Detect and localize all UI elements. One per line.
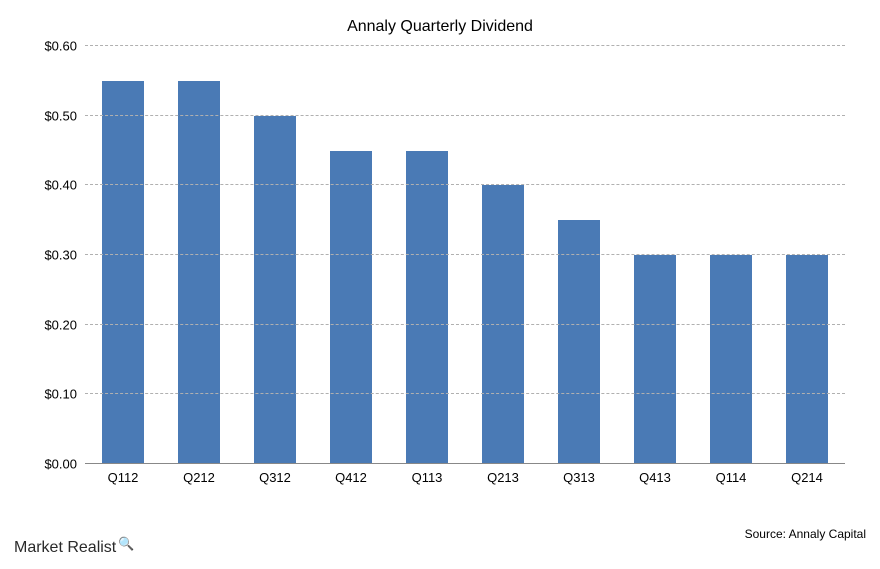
bar-wrap: Q212: [161, 46, 237, 464]
bar-wrap: Q114: [693, 46, 769, 464]
search-icon: 🔍: [118, 536, 134, 552]
plot-area: Q112Q212Q312Q412Q113Q213Q313Q413Q114Q214…: [85, 46, 845, 464]
bar-wrap: Q213: [465, 46, 541, 464]
x-axis-label: Q312: [259, 464, 291, 485]
bar: [786, 255, 828, 464]
bar: [254, 116, 296, 464]
brand-text: Market Realist: [14, 539, 116, 557]
bar: [406, 151, 448, 465]
chart-container: Annaly Quarterly Dividend Q112Q212Q312Q4…: [0, 0, 880, 520]
bar-wrap: Q214: [769, 46, 845, 464]
bar: [330, 151, 372, 465]
bars-group: Q112Q212Q312Q412Q113Q213Q313Q413Q114Q214: [85, 46, 845, 464]
gridline: $0.00: [85, 463, 845, 464]
bar: [634, 255, 676, 464]
gridline: $0.60: [85, 45, 845, 46]
gridline: $0.30: [85, 254, 845, 255]
gridline: $0.10: [85, 393, 845, 394]
gridline: $0.20: [85, 324, 845, 325]
x-axis-label: Q412: [335, 464, 367, 485]
y-axis-label: $0.30: [44, 248, 85, 263]
bar: [482, 185, 524, 464]
x-axis-label: Q212: [183, 464, 215, 485]
x-axis-label: Q413: [639, 464, 671, 485]
bar-wrap: Q412: [313, 46, 389, 464]
source-text: Source: Annaly Capital: [745, 527, 866, 541]
gridline: $0.40: [85, 184, 845, 185]
y-axis-label: $0.00: [44, 457, 85, 472]
y-axis-label: $0.40: [44, 178, 85, 193]
bar-wrap: Q413: [617, 46, 693, 464]
bar: [178, 81, 220, 464]
bar-wrap: Q113: [389, 46, 465, 464]
bar-wrap: Q312: [237, 46, 313, 464]
y-axis-label: $0.50: [44, 108, 85, 123]
bar: [558, 220, 600, 464]
bar: [102, 81, 144, 464]
x-axis-label: Q214: [791, 464, 823, 485]
chart-title: Annaly Quarterly Dividend: [0, 0, 880, 44]
x-axis-label: Q112: [108, 464, 139, 485]
x-axis-label: Q114: [716, 464, 747, 485]
y-axis-label: $0.60: [44, 39, 85, 54]
bar-wrap: Q112: [85, 46, 161, 464]
y-axis-label: $0.20: [44, 317, 85, 332]
bar: [710, 255, 752, 464]
y-axis-label: $0.10: [44, 387, 85, 402]
x-axis-label: Q213: [487, 464, 519, 485]
footer: Market Realist 🔍 Source: Annaly Capital: [0, 523, 880, 563]
bar-wrap: Q313: [541, 46, 617, 464]
gridline: $0.50: [85, 115, 845, 116]
x-axis-label: Q113: [412, 464, 443, 485]
brand-logo: Market Realist 🔍: [14, 539, 134, 557]
x-axis-label: Q313: [563, 464, 595, 485]
